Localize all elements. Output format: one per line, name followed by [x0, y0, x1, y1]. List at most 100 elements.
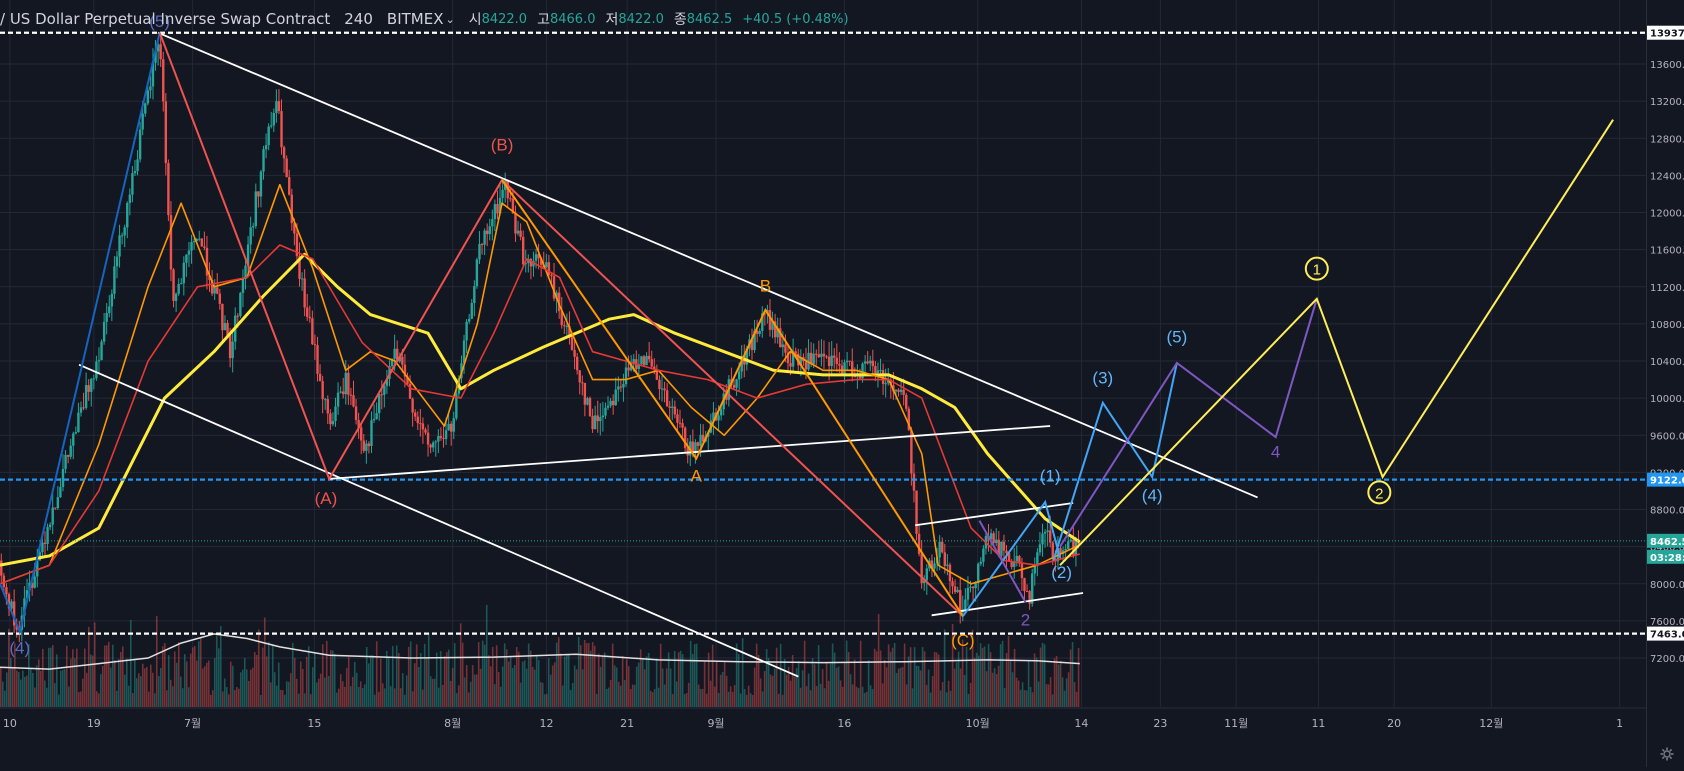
candle-body [308, 316, 311, 319]
candle-body [509, 198, 512, 200]
candle-body [874, 366, 877, 374]
candle-body [339, 391, 342, 393]
volume-bar [433, 678, 436, 707]
price-tick-label: 13600.0 [1650, 60, 1684, 71]
candle-body [126, 203, 129, 228]
candle-body [516, 230, 520, 234]
volume-bar [855, 686, 858, 707]
volume-bar [329, 650, 332, 707]
gear-icon[interactable] [1660, 747, 1674, 761]
volume-bar [309, 694, 312, 707]
candle-body [696, 442, 700, 446]
candle-body [23, 598, 26, 616]
candle-body [982, 548, 985, 562]
candle-body [254, 191, 258, 227]
volume-bar [947, 680, 950, 707]
volume-bar [753, 667, 756, 707]
volume-bar [25, 675, 28, 707]
candle-body [863, 361, 867, 364]
volume-bar [539, 682, 542, 707]
volume-bar [1, 681, 4, 707]
time-axis[interactable]: 10 19 7월 15 8월 12 21 9월 16 10월 14 23 11월 11 20 12월 1 [0, 707, 1646, 767]
volume-bar [763, 670, 766, 707]
volume-bar [377, 691, 380, 707]
volume-bar [1011, 672, 1014, 707]
candle-body [87, 385, 90, 392]
volume-bar [21, 670, 24, 707]
volume-bar [95, 691, 98, 707]
price-axis[interactable]: 13600.0 13200.0 12800.0 12400.0 12000.0 11600… [1646, 0, 1684, 767]
volume-bar [567, 654, 570, 707]
volume-bar [157, 676, 160, 707]
wave-labels: (4) (5) (A) (B) (C) A B 2 4 (1) (2) (3) (4) (5) 1 2 [9, 12, 1392, 657]
volume-bar [253, 652, 256, 707]
candle-body [599, 417, 602, 422]
volume-bar [919, 670, 922, 707]
candle-body [164, 101, 168, 164]
candle-body [915, 490, 918, 534]
volume-bar [679, 650, 682, 707]
candle-body [465, 321, 468, 341]
volume-bar [941, 682, 944, 707]
volume-bar [455, 693, 458, 707]
volume-bar [291, 642, 294, 707]
candle-body [575, 356, 579, 371]
volume-bar [211, 690, 214, 707]
volume-bar [137, 673, 140, 707]
volume-bar [917, 666, 920, 707]
candle-body [604, 407, 607, 416]
volume-bar [831, 643, 834, 707]
candle-body [653, 366, 656, 370]
candle-body [627, 367, 630, 371]
high-value: 8466.0 [549, 11, 596, 27]
volume-bar [749, 693, 752, 707]
candle-body [311, 318, 314, 345]
volume-bar [883, 660, 886, 707]
candle-body [370, 420, 373, 447]
volume-bar [759, 678, 762, 707]
volume-bar [817, 645, 820, 707]
volume-bar [45, 687, 48, 707]
volume-bar [441, 684, 444, 707]
price-level-badge-label: 9122.0 [1650, 476, 1684, 487]
candle-body [498, 197, 502, 214]
candle-body [879, 370, 882, 372]
wave-label: (3) [1092, 368, 1113, 387]
volume-bar [193, 646, 196, 707]
candle-body [246, 244, 250, 266]
candle-body [974, 583, 977, 589]
volume-bar [23, 676, 26, 707]
wave-label: (5) [1166, 327, 1187, 346]
candle-body [830, 355, 833, 367]
countdown-label: 03:28:3 [1650, 553, 1684, 564]
candle-body [773, 321, 777, 338]
volume-bar [353, 661, 356, 707]
volume-bar [777, 693, 780, 707]
symbol-title[interactable]: / US Dollar Perpetual Inverse Swap Contr… [0, 10, 331, 28]
volume-bar [943, 629, 946, 707]
candle-body [30, 582, 34, 588]
volume-bar [927, 669, 930, 707]
candle-body [786, 352, 790, 364]
interval-label[interactable]: 240 [344, 10, 373, 28]
volume-bar [501, 666, 504, 707]
volume-bar [5, 672, 8, 707]
volume-bar [639, 649, 642, 707]
candle-body [208, 275, 211, 280]
volume-bar [85, 672, 88, 707]
volume-bar [683, 694, 686, 707]
candle-body [951, 581, 954, 587]
volume-bar [975, 652, 978, 707]
candle-body [887, 379, 890, 384]
volume-bar [515, 647, 518, 707]
chevron-down-icon[interactable]: ⌄ [445, 12, 455, 26]
volume-bar [105, 645, 108, 707]
candle-body [77, 412, 80, 433]
volume-bar [611, 643, 614, 707]
exchange-label[interactable]: BITMEX [386, 10, 444, 28]
candle-body [64, 454, 67, 469]
volume-bar [1053, 658, 1056, 707]
candle-body [899, 389, 903, 392]
